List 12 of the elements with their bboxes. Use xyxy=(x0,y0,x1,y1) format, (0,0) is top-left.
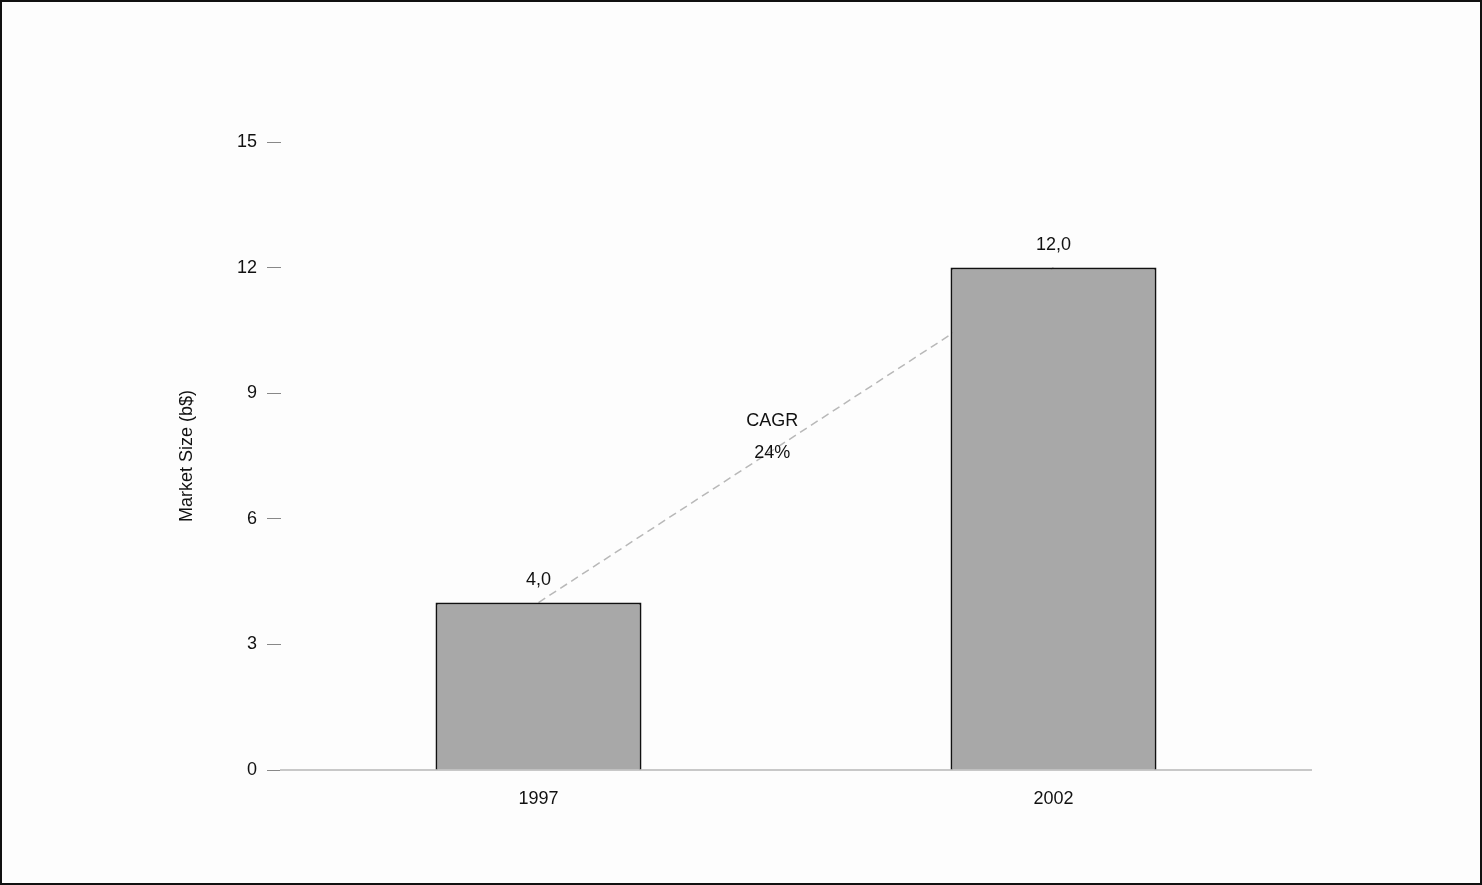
y-tick-label: 12 xyxy=(236,256,257,277)
y-tick-label: 15 xyxy=(236,130,257,151)
y-tick-label: 9 xyxy=(246,382,257,403)
data-label: 4,0 xyxy=(525,568,552,589)
x-tick-label: 1997 xyxy=(518,787,559,808)
x-tick-label: 2002 xyxy=(1033,787,1074,808)
y-axis-title: Market Size (b$) xyxy=(175,389,196,523)
data-label: 12,0 xyxy=(1035,233,1072,254)
y-tick-label: 6 xyxy=(246,507,257,528)
y-tick-label: 3 xyxy=(246,633,257,654)
y-tick-label: 0 xyxy=(246,758,257,779)
annotation: CAGR 24% xyxy=(746,410,799,463)
